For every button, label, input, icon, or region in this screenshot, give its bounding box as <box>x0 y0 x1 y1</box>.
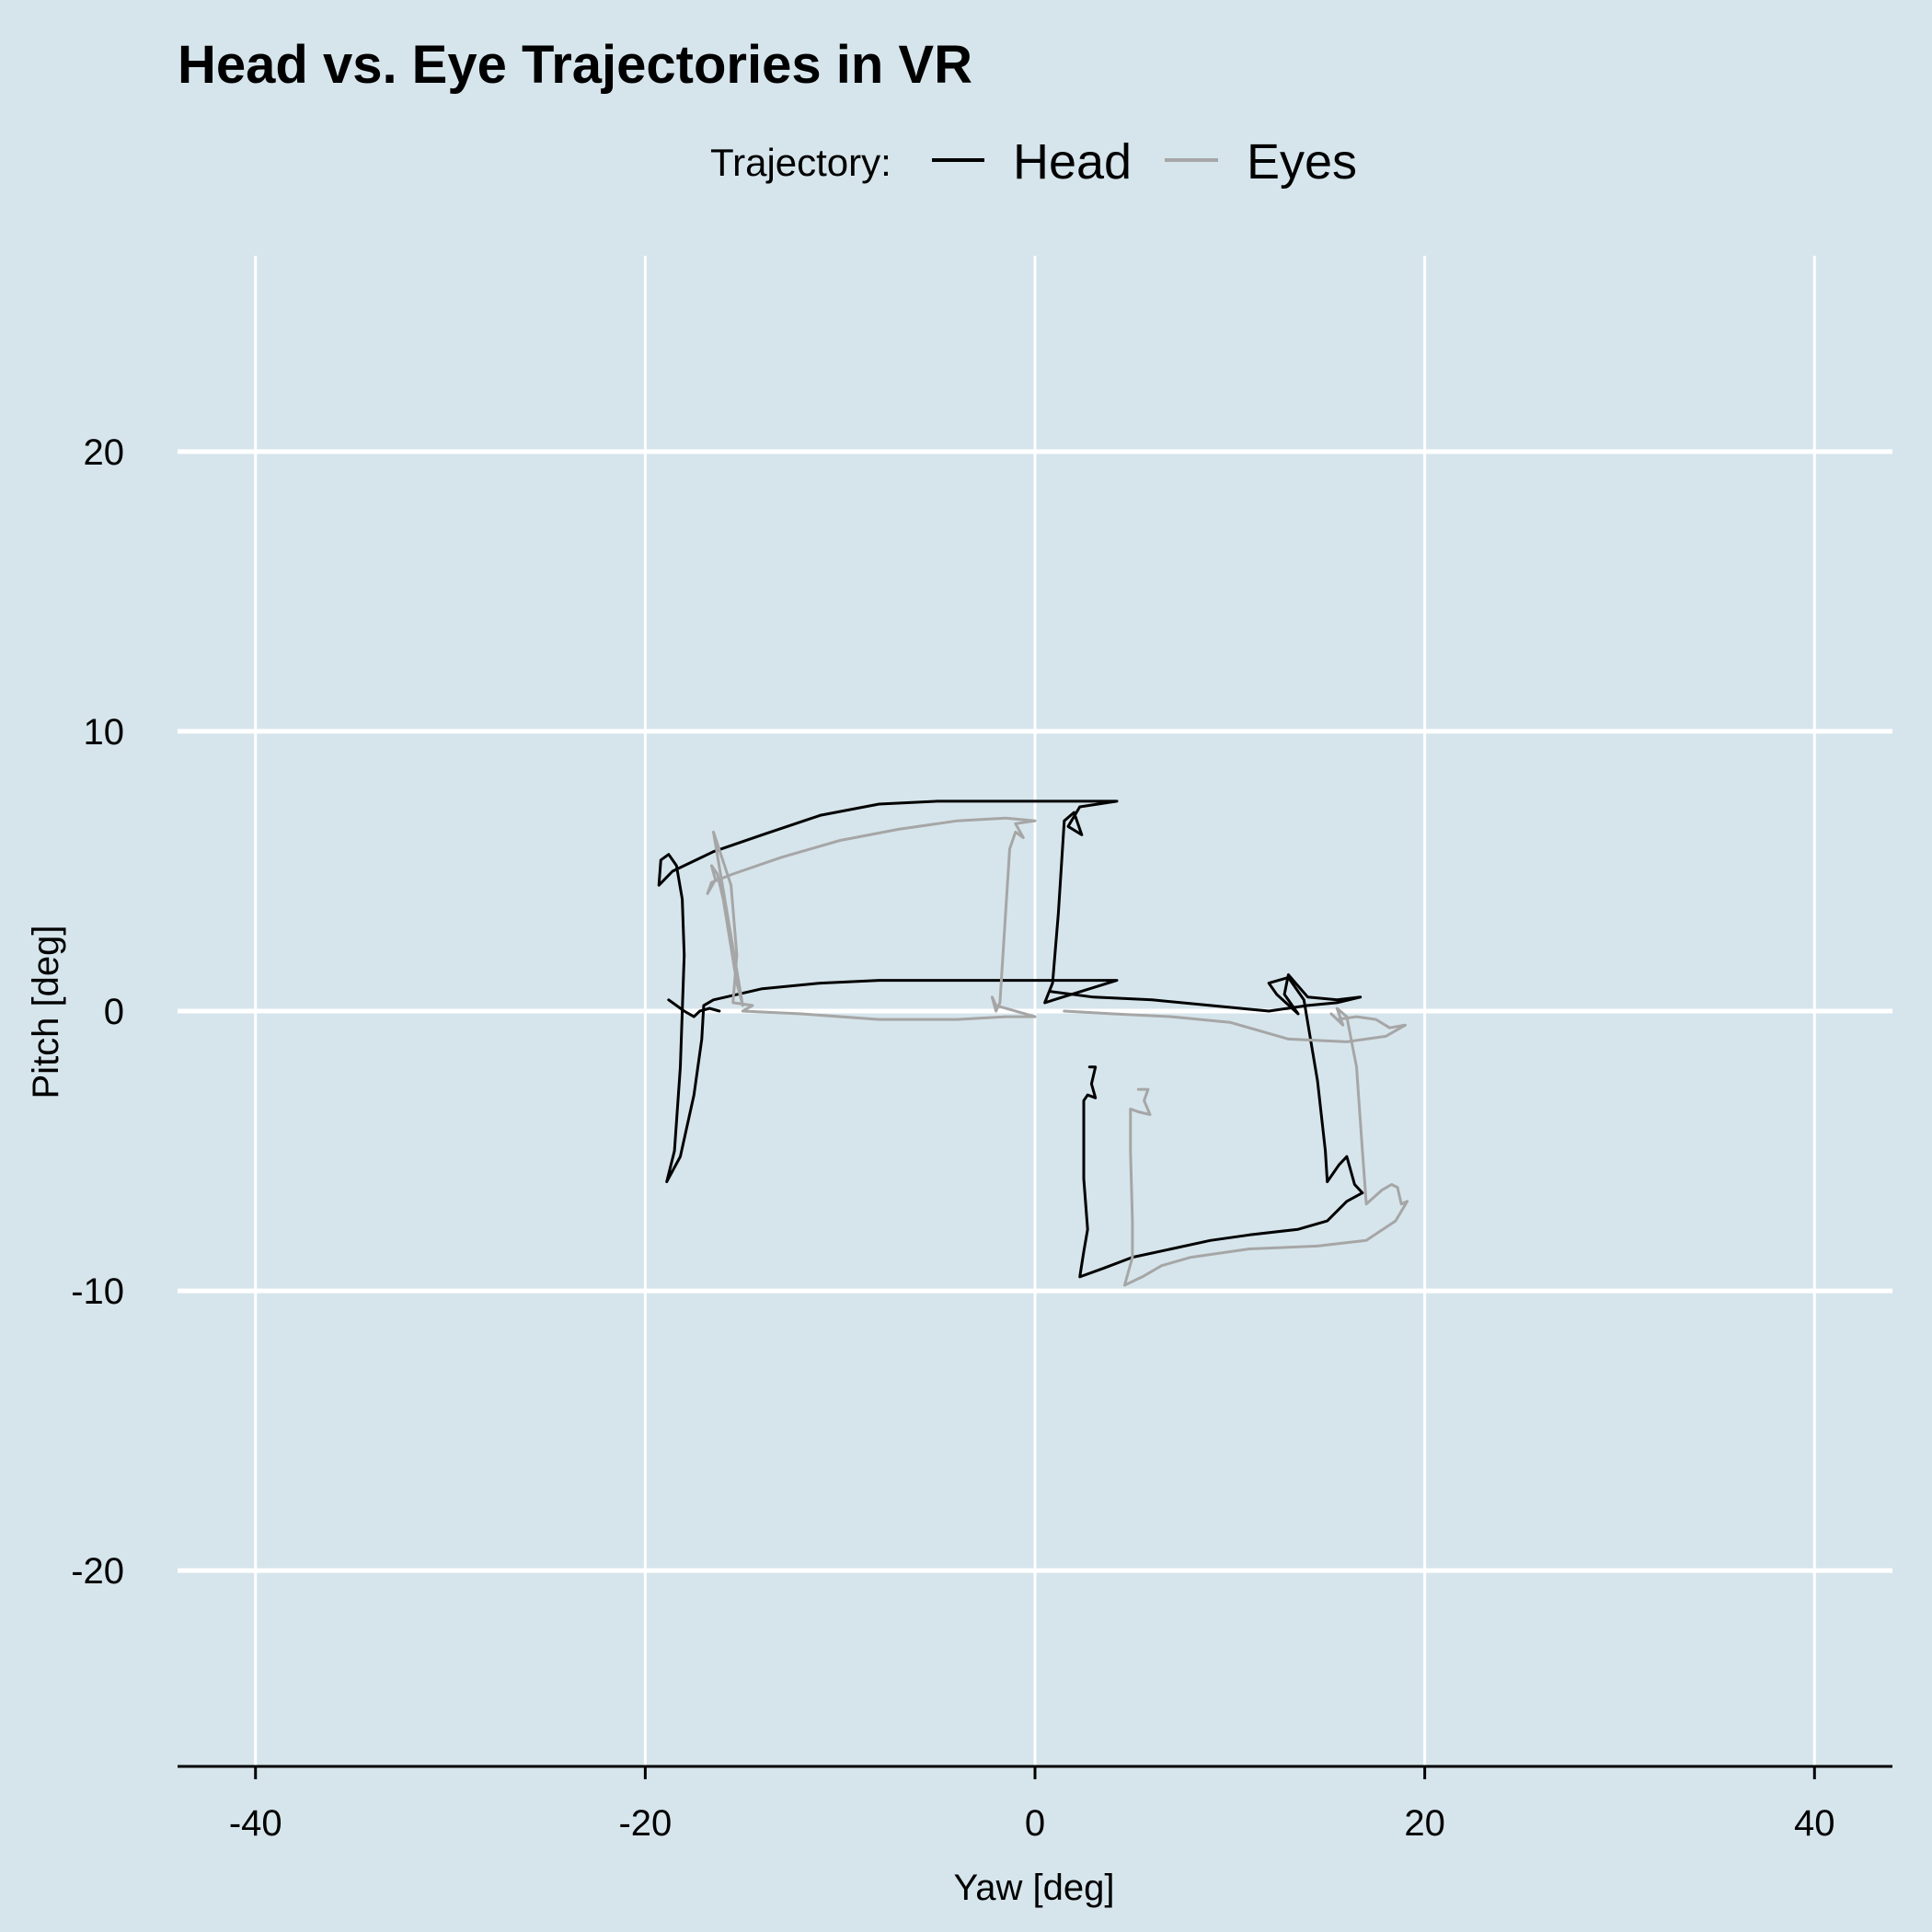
series-layer <box>657 799 1409 1287</box>
y-tick-label-4: 20 <box>84 432 125 473</box>
y-tick-label-3: 10 <box>84 712 125 753</box>
x-tick-label-1: -20 <box>618 1803 672 1844</box>
x-tick-label-4: 40 <box>1794 1803 1835 1844</box>
x-axis-label: Yaw [deg] <box>954 1868 1115 1908</box>
series-line-head-1 <box>667 998 721 1018</box>
y-axis: -20 -10 0 10 20 <box>71 432 124 1592</box>
y-tick-label-2: 0 <box>104 992 124 1032</box>
series-line-eyes-4 <box>1063 1006 1409 1287</box>
x-tick-label-2: 0 <box>1025 1803 1045 1844</box>
series-line-head-0 <box>657 799 1119 1183</box>
chart-title: Head vs. Eye Trajectories in VR <box>178 35 972 95</box>
y-tick-label-1: -10 <box>71 1271 124 1312</box>
legend: Trajectory: Head Eyes <box>710 134 1357 190</box>
legend-title: Trajectory: <box>710 141 891 184</box>
legend-label-head: Head <box>1013 134 1132 190</box>
x-tick-label-3: 20 <box>1404 1803 1445 1844</box>
legend-label-eyes: Eyes <box>1247 134 1357 190</box>
x-tick-label-0: -40 <box>229 1803 282 1844</box>
y-tick-label-0: -20 <box>71 1551 124 1592</box>
grid <box>178 256 1892 1766</box>
series-line-eyes-3 <box>706 816 1037 1021</box>
y-axis-label: Pitch [deg] <box>26 925 66 1098</box>
series-line-head-2 <box>1049 973 1364 1279</box>
x-axis: -40 -20 0 20 40 <box>178 1765 1892 1844</box>
